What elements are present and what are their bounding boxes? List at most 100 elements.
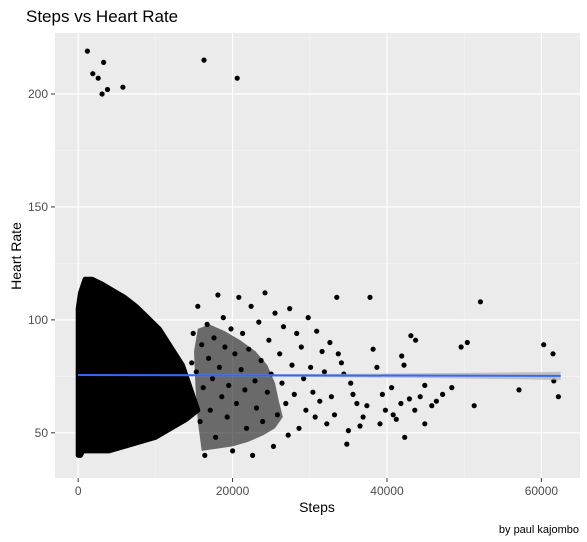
- x-tick-label: 40000: [370, 484, 404, 498]
- data-point: [360, 414, 366, 420]
- data-point: [314, 328, 320, 334]
- data-point: [264, 389, 270, 395]
- data-point: [283, 400, 289, 407]
- data-point: [262, 290, 268, 296]
- outlier-point: [95, 75, 101, 81]
- data-point: [277, 351, 283, 357]
- data-point: [270, 443, 277, 449]
- trend-line: [78, 373, 561, 377]
- outlier-point: [84, 48, 90, 54]
- data-point: [230, 448, 236, 454]
- data-point: [334, 294, 340, 300]
- data-point: [243, 425, 250, 431]
- data-point: [413, 337, 419, 343]
- data-point: [422, 382, 428, 388]
- data-point: [408, 333, 414, 339]
- data-point: [308, 364, 314, 370]
- x-tick-label: 0: [75, 484, 82, 498]
- data-point: [550, 351, 556, 357]
- data-point: [279, 380, 285, 386]
- chart-caption: by paul kajombo: [499, 524, 579, 536]
- data-point: [305, 315, 311, 321]
- data-point: [190, 330, 196, 336]
- data-point: [274, 412, 280, 418]
- data-point: [266, 337, 272, 343]
- outlier-point: [77, 324, 84, 330]
- data-point: [216, 364, 222, 370]
- data-point: [287, 306, 293, 312]
- dense-point-cloud: [75, 276, 201, 458]
- data-point: [348, 380, 354, 386]
- data-point: [324, 421, 330, 427]
- data-point: [364, 403, 370, 409]
- data-point: [367, 294, 373, 300]
- data-point: [256, 319, 262, 325]
- data-point: [199, 342, 205, 348]
- x-axis-title: Steps: [299, 499, 335, 515]
- data-point: [310, 389, 316, 395]
- data-point: [422, 421, 428, 427]
- data-point: [354, 400, 360, 407]
- outlier-point: [234, 75, 240, 81]
- data-point: [477, 299, 483, 305]
- data-point: [406, 396, 412, 402]
- y-axis-title: Heart Rate: [8, 222, 24, 290]
- data-point: [555, 394, 562, 400]
- data-point: [335, 351, 341, 357]
- y-tick-label: 100: [28, 313, 48, 327]
- data-point: [207, 407, 213, 413]
- outlier-point: [101, 59, 107, 65]
- data-point: [344, 441, 350, 447]
- data-point: [211, 335, 217, 341]
- data-point: [321, 369, 327, 375]
- outlier-point: [120, 84, 126, 90]
- scatter-points: [75, 48, 562, 458]
- data-point: [219, 394, 225, 400]
- data-point: [236, 294, 242, 300]
- data-point: [253, 405, 260, 411]
- data-point: [312, 414, 318, 420]
- data-point: [331, 412, 338, 418]
- data-point: [399, 353, 405, 359]
- y-tick-label: 150: [28, 200, 48, 214]
- data-point: [338, 360, 344, 366]
- data-point: [192, 398, 198, 404]
- data-point: [238, 367, 244, 373]
- data-point: [206, 355, 212, 361]
- data-point: [233, 400, 239, 407]
- data-point: [228, 326, 234, 332]
- data-point: [197, 418, 203, 425]
- data-point: [222, 344, 228, 350]
- outlier-point: [104, 86, 111, 93]
- data-point: [289, 362, 295, 368]
- data-point: [516, 387, 522, 393]
- x-tick-label: 60000: [525, 484, 559, 498]
- data-point: [248, 303, 254, 309]
- data-point: [240, 330, 246, 336]
- data-point: [429, 403, 435, 409]
- data-point: [357, 423, 363, 429]
- data-point: [393, 416, 399, 422]
- data-point: [303, 407, 309, 413]
- data-point: [390, 412, 396, 418]
- data-point: [296, 425, 302, 431]
- data-point: [195, 303, 201, 309]
- outlier-point: [201, 57, 207, 63]
- data-point: [319, 348, 325, 355]
- data-point: [209, 376, 216, 382]
- data-point: [433, 398, 439, 404]
- data-point: [232, 351, 238, 357]
- mid-density-cloud: [194, 324, 283, 451]
- data-point: [193, 369, 199, 375]
- data-point: [412, 407, 418, 413]
- y-tick-label: 50: [35, 426, 49, 440]
- data-point: [291, 391, 297, 397]
- data-point: [189, 360, 195, 366]
- data-point: [370, 346, 376, 352]
- data-point: [258, 357, 264, 364]
- outlier-point: [82, 278, 88, 285]
- x-tick-label: 20000: [216, 484, 250, 498]
- data-point: [252, 378, 258, 384]
- data-point: [398, 400, 404, 407]
